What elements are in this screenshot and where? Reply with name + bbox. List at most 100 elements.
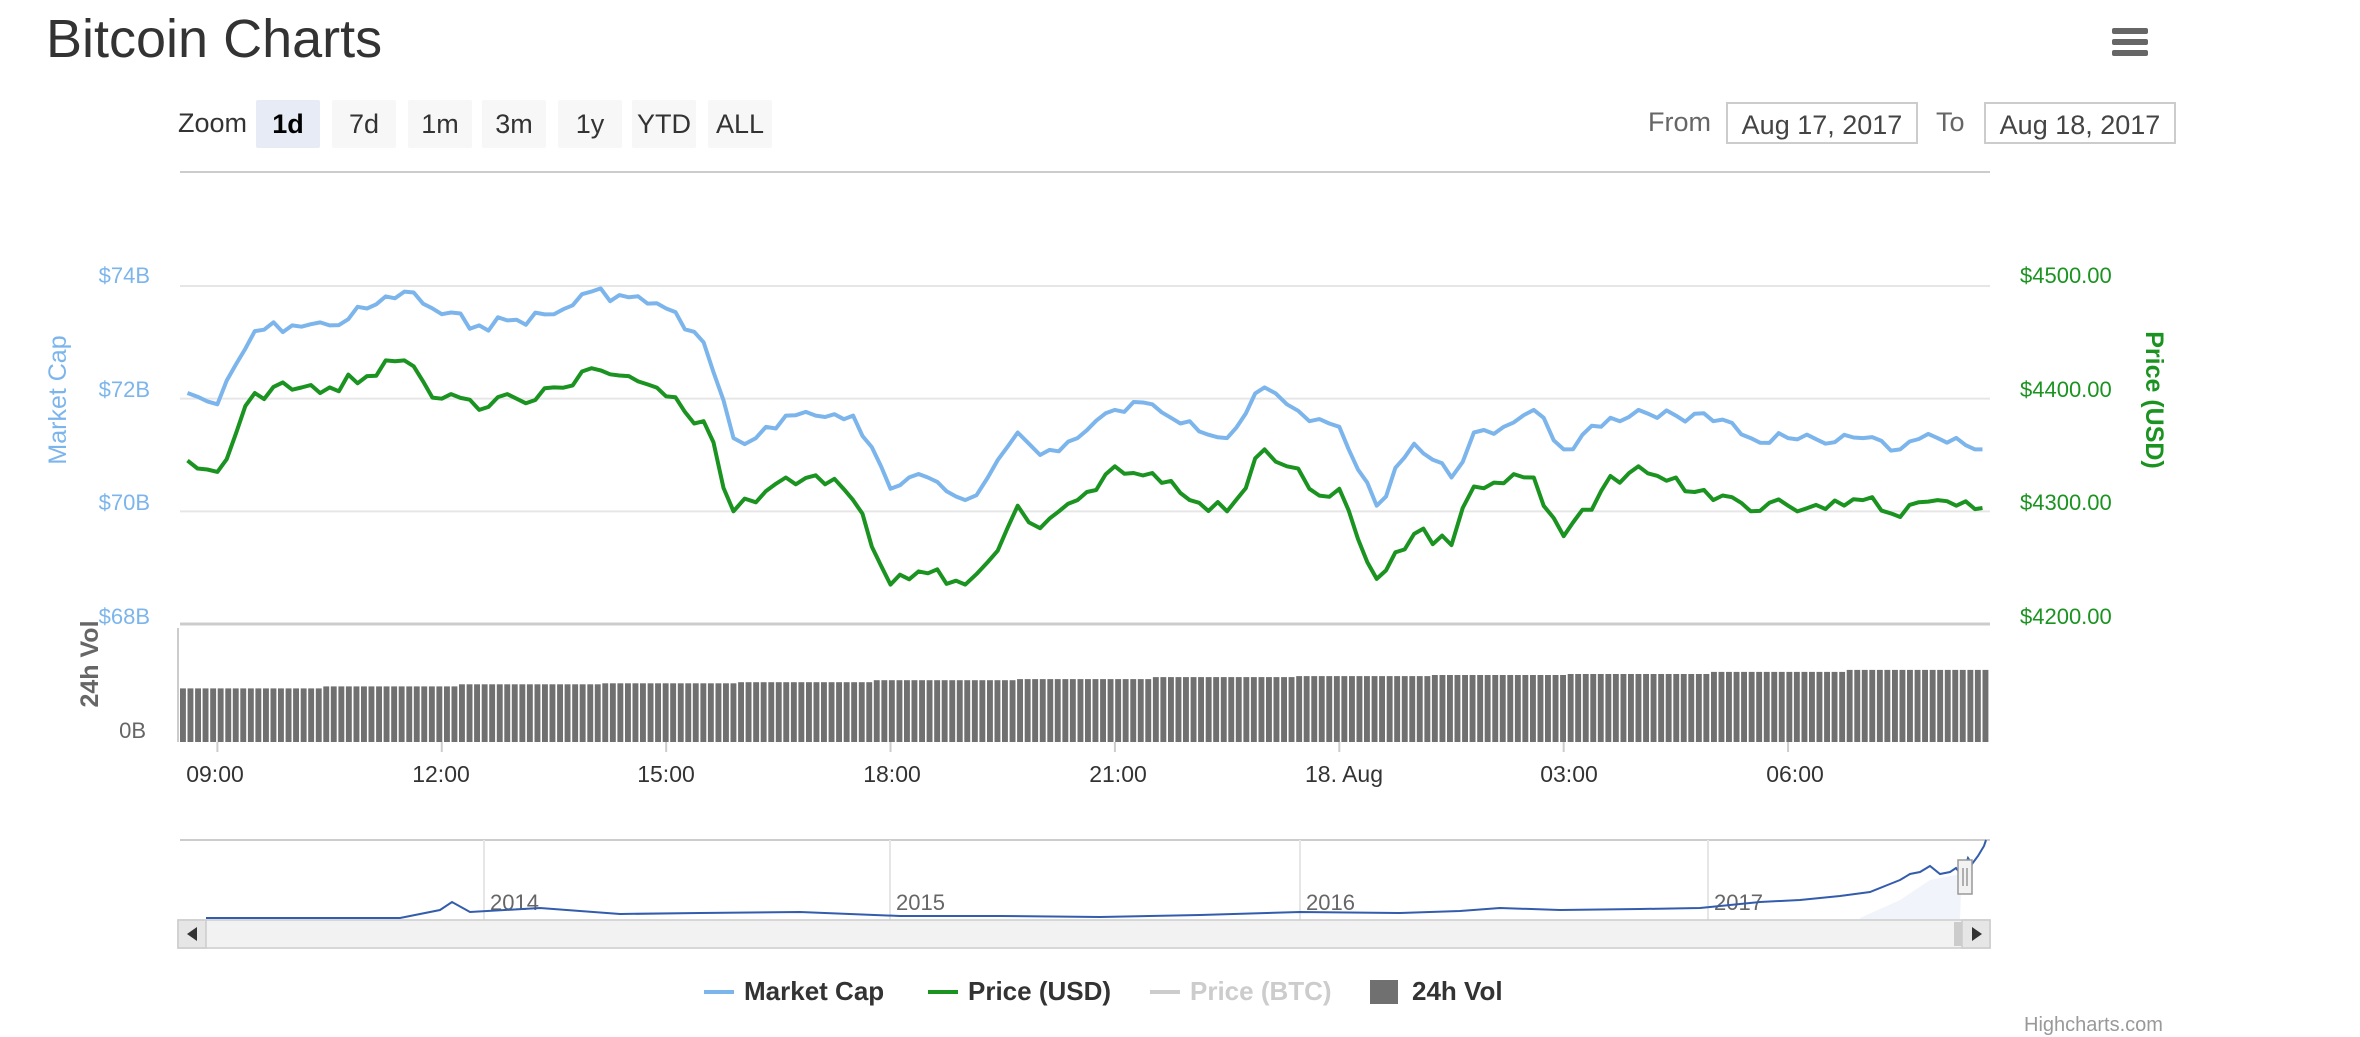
- legend-item-market-cap[interactable]: Market Cap: [704, 976, 884, 1006]
- legend-item-24h-vol[interactable]: 24h Vol: [1370, 976, 1503, 1006]
- volume-column: [1952, 669, 1959, 742]
- zoom-3m-button[interactable]: 3m: [482, 100, 546, 148]
- volume-column: [511, 684, 518, 742]
- zoom-all-button[interactable]: ALL: [708, 100, 772, 148]
- volume-column: [293, 688, 299, 742]
- volume-column: [964, 680, 971, 742]
- volume-column: [768, 682, 775, 742]
- volume-column: [1695, 674, 1702, 742]
- legend-item-price-btc[interactable]: Price (BTC): [1150, 976, 1332, 1006]
- volume-column: [572, 684, 579, 742]
- volume-column: [210, 688, 217, 742]
- volume-column: [587, 684, 594, 742]
- volume-column: [692, 683, 699, 742]
- volume-column: [1183, 677, 1189, 742]
- volume-column: [1620, 674, 1627, 742]
- volume-column: [1349, 676, 1355, 742]
- volume-column: [1582, 674, 1589, 742]
- left-tick-label: $68B: [99, 604, 150, 629]
- volume-column: [617, 683, 624, 742]
- volume-column: [1944, 669, 1951, 742]
- x-tick-label: 12:00: [412, 761, 470, 787]
- zoom-7d-button[interactable]: 7d: [332, 100, 396, 148]
- volume-column: [579, 684, 586, 742]
- volume-column: [564, 684, 571, 742]
- volume-column: [180, 688, 186, 742]
- navigator-series-line: [206, 839, 1987, 919]
- volume-column: [1266, 677, 1272, 742]
- volume-column: [459, 684, 465, 742]
- volume-column: [187, 688, 194, 742]
- volume-column: [1839, 671, 1846, 742]
- volume-column: [247, 688, 254, 742]
- zoom-label: Zoom: [178, 108, 248, 138]
- volume-column: [1085, 679, 1091, 742]
- scrollbar[interactable]: [177, 919, 1991, 949]
- volume-column: [1152, 677, 1159, 742]
- legend-item-price-usd[interactable]: Price (USD): [928, 976, 1111, 1006]
- zoom-1d-button[interactable]: 1d: [256, 100, 320, 148]
- navigator[interactable]: 2014 2015 2016 2017: [180, 839, 1990, 920]
- volume-column: [1680, 674, 1687, 742]
- volume-column: [1590, 674, 1597, 742]
- volume-column: [1914, 669, 1921, 742]
- volume-column: [361, 686, 367, 742]
- scrollbar-track[interactable]: [177, 919, 1991, 949]
- volume-column: [934, 680, 941, 742]
- volume-column: [368, 686, 375, 742]
- volume-column: [1356, 676, 1363, 742]
- scrollbar-thumb[interactable]: [1954, 922, 1962, 946]
- volume-column: [1235, 677, 1242, 742]
- volume-column: [843, 682, 850, 742]
- volume-column: [1145, 679, 1152, 742]
- x-tick-label: 18:00: [863, 761, 921, 787]
- zoom-1m-button[interactable]: 1m: [408, 100, 472, 148]
- volume-column: [391, 686, 398, 742]
- volume-column: [1228, 677, 1235, 742]
- volume-column: [1530, 675, 1536, 742]
- volume-column: [542, 684, 548, 742]
- legend-label: Market Cap: [744, 976, 884, 1006]
- volume-column: [1371, 676, 1378, 742]
- volume-column: [1567, 674, 1574, 742]
- volume-column: [1605, 674, 1612, 742]
- zoom-ytd-button[interactable]: YTD: [632, 100, 696, 148]
- volume-column: [949, 680, 956, 742]
- chart-menu-icon[interactable]: [2106, 22, 2154, 62]
- volume-column: [1643, 674, 1649, 742]
- volume-column: [232, 688, 239, 742]
- volume-column: [1809, 671, 1815, 742]
- volume-column: [1326, 676, 1333, 742]
- to-date-input[interactable]: Aug 18, 2017: [1984, 102, 2176, 144]
- volume-column: [685, 683, 692, 742]
- volume-column: [1982, 669, 1989, 742]
- volume-column: [783, 682, 790, 742]
- x-tick-label: 15:00: [637, 761, 695, 787]
- volume-column: [1612, 674, 1619, 742]
- volume-tick-label: 0B: [119, 718, 146, 743]
- highcharts-credits-link[interactable]: Highcharts.com: [2024, 1014, 2163, 1036]
- volume-column: [1303, 676, 1310, 742]
- x-tick-label: 06:00: [1766, 761, 1824, 787]
- navigator-handle[interactable]: [1957, 859, 1973, 895]
- volume-column: [1258, 677, 1265, 742]
- zoom-1y-button[interactable]: 1y: [558, 100, 622, 148]
- volume-column: [1009, 680, 1016, 742]
- volume-column: [1250, 677, 1257, 742]
- volume-column: [1688, 674, 1695, 742]
- volume-column: [1507, 675, 1514, 742]
- left-tick-label: $74B: [99, 263, 150, 288]
- volume-column: [1929, 669, 1936, 742]
- volume-column: [270, 688, 277, 742]
- volume-column: [1175, 677, 1182, 742]
- page-title: Bitcoin Charts: [46, 9, 383, 69]
- volume-column: [481, 684, 488, 742]
- volume-column: [1386, 676, 1393, 742]
- volume-column: [202, 688, 209, 742]
- volume-column: [428, 686, 435, 742]
- volume-column: [1416, 676, 1423, 742]
- volume-column: [278, 688, 284, 742]
- volume-column: [1658, 674, 1665, 742]
- volume-column: [836, 682, 842, 742]
- from-date-input[interactable]: Aug 17, 2017: [1726, 102, 1918, 144]
